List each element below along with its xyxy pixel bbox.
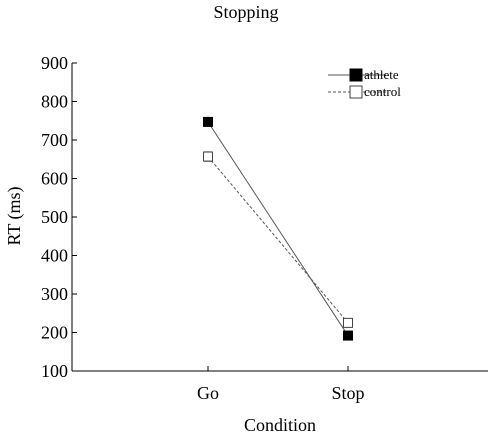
- legend-marker: [349, 85, 363, 99]
- y-tick-label: 100: [41, 361, 68, 381]
- x-axis: Go Stop: [72, 366, 488, 403]
- y-tick-label: 900: [41, 53, 68, 73]
- series-line: [207, 156, 349, 324]
- y-tick-label: 600: [41, 169, 68, 189]
- legend: athlete control: [328, 67, 401, 99]
- legend-label: athlete: [364, 67, 399, 82]
- y-tick-label: 700: [41, 130, 68, 150]
- y-tick-label: 800: [41, 92, 68, 112]
- chart-title: Stopping: [213, 2, 278, 22]
- x-tick-label: Go: [197, 383, 219, 403]
- y-tick-label: 400: [41, 246, 68, 266]
- y-axis-label: RT (ms): [4, 186, 25, 245]
- x-axis-label: Condition: [244, 415, 316, 435]
- series-layer: [203, 116, 353, 341]
- y-tick-label: 200: [41, 323, 68, 343]
- series-control: [203, 151, 353, 328]
- series-line: [207, 121, 349, 336]
- legend-label: control: [364, 84, 401, 99]
- y-tick-label: 300: [41, 284, 68, 304]
- legend-marker: [349, 68, 363, 82]
- y-tick-label: 500: [41, 207, 68, 227]
- data-point: [343, 330, 353, 341]
- data-point: [203, 151, 213, 162]
- legend-item-control: control: [328, 84, 401, 99]
- series-athlete: [203, 116, 353, 341]
- x-tick-label: Stop: [331, 383, 364, 403]
- y-axis: 100 200 300 400 500 600 700 800 900: [41, 53, 77, 381]
- data-point: [203, 116, 213, 127]
- legend-item-athlete: athlete: [328, 67, 399, 82]
- data-point: [343, 317, 353, 328]
